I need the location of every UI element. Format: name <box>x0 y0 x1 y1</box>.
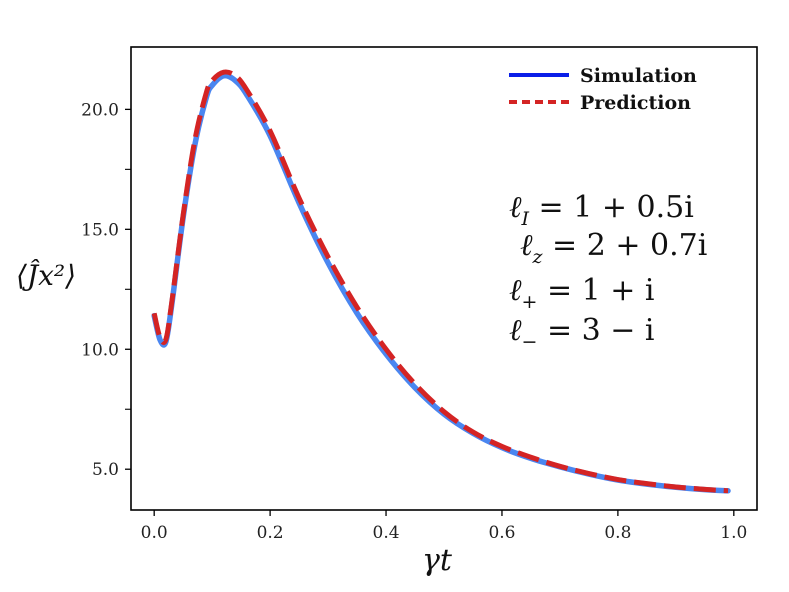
y-tick-label: 20.0 <box>81 100 119 120</box>
x-tick-label: 0.2 <box>257 523 284 543</box>
y-axis: 5.0 10.0 15.0 20.0 <box>81 100 131 480</box>
series-line-prediction <box>151 69 729 494</box>
y-tick-label: 5.0 <box>92 460 119 480</box>
legend-label-simulation: Simulation <box>580 65 697 87</box>
annotation-line-4: ℓ− = 3 − i <box>509 313 655 353</box>
x-axis: 0.0 0.2 0.4 0.6 0.8 1.0 <box>141 510 747 543</box>
legend: Simulation Prediction <box>509 65 697 114</box>
y-tick-label: 10.0 <box>81 340 119 360</box>
legend-label-prediction: Prediction <box>580 92 691 114</box>
x-axis-label: γt <box>422 543 453 578</box>
parameter-annotations: ℓI = 1 + 0.5i ℓz = 2 + 0.7i ℓ+ = 1 + i ℓ… <box>509 190 707 353</box>
plot-frame <box>130 46 758 511</box>
annotation-line-1: ℓI = 1 + 0.5i <box>509 190 694 230</box>
x-tick-label: 1.0 <box>720 523 747 543</box>
y-tick-label: 15.0 <box>81 220 119 240</box>
x-tick-label: 0.8 <box>604 523 631 543</box>
plot-area <box>130 46 758 511</box>
y-axis-label: ⟨Ĵx²⟩ <box>16 259 76 292</box>
annotation-line-3: ℓ+ = 1 + i <box>509 273 655 313</box>
x-tick-label: 0.0 <box>141 523 168 543</box>
series-layer <box>151 69 731 494</box>
x-tick-label: 0.4 <box>373 523 400 543</box>
annotation-line-2: ℓz = 2 + 0.7i <box>520 228 707 268</box>
x-tick-label: 0.6 <box>488 523 515 543</box>
